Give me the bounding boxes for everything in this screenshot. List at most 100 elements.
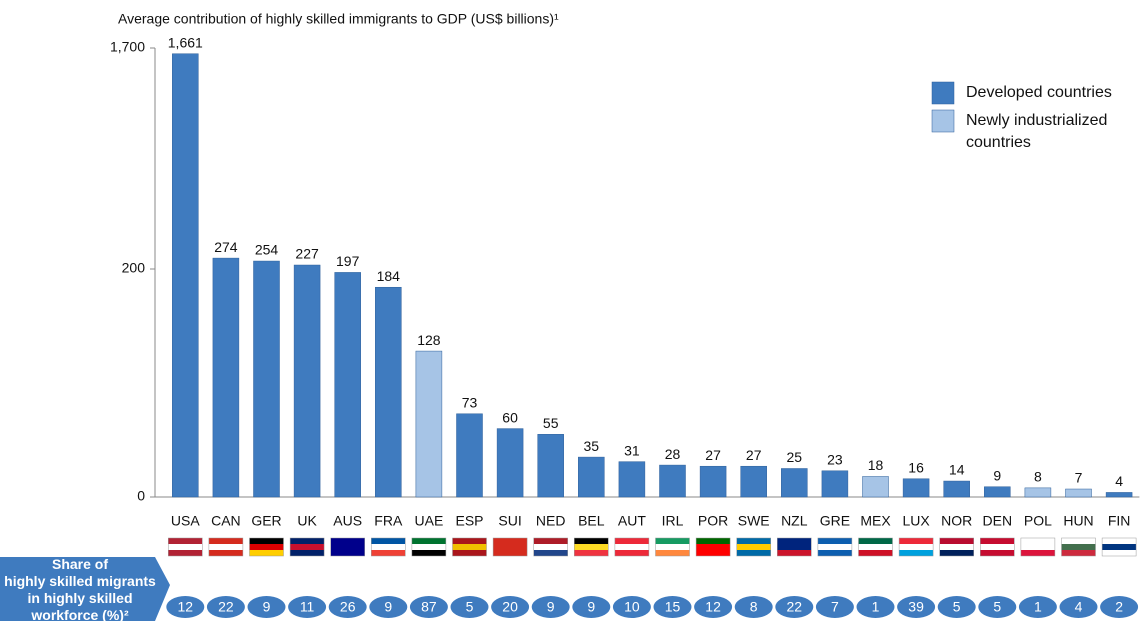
share-value: 22 xyxy=(218,599,234,615)
data-label: 184 xyxy=(377,268,401,284)
bar xyxy=(902,478,930,498)
share-bubble xyxy=(937,596,976,618)
share-bubble xyxy=(734,596,773,618)
share-value: 22 xyxy=(787,599,803,615)
flag xyxy=(696,550,731,556)
flag xyxy=(371,550,406,556)
flag xyxy=(290,538,325,544)
flag xyxy=(899,544,934,550)
flag-border xyxy=(1020,537,1056,557)
flag xyxy=(736,544,771,550)
legend-label: Developed countries xyxy=(966,84,1112,101)
flag xyxy=(493,550,528,556)
x-tick-label: USA xyxy=(171,513,200,529)
data-label: 1,661 xyxy=(168,34,203,50)
flag xyxy=(249,550,284,556)
x-tick-label: DEN xyxy=(983,513,1013,529)
x-tick-label: NED xyxy=(536,513,566,529)
flag xyxy=(614,544,649,550)
share-bubble xyxy=(1059,596,1098,618)
flag-border xyxy=(898,537,934,557)
x-tick-label: MEX xyxy=(860,513,891,529)
flag-border xyxy=(939,537,974,557)
flag-border xyxy=(208,537,244,557)
flag xyxy=(168,538,203,544)
share-value: 15 xyxy=(665,599,681,615)
bar xyxy=(740,465,767,498)
x-tick-label: LUX xyxy=(902,513,930,529)
flag xyxy=(939,538,974,544)
flag xyxy=(777,544,812,550)
x-tick-label: GER xyxy=(251,513,281,529)
bar xyxy=(699,465,727,498)
x-tick-label: SUI xyxy=(498,513,521,529)
share-bubble xyxy=(450,596,489,618)
data-label: 128 xyxy=(417,332,441,348)
share-box xyxy=(0,557,170,621)
data-label: 60 xyxy=(502,409,518,425)
flag xyxy=(696,544,731,550)
flag xyxy=(696,538,731,544)
share-value: 5 xyxy=(953,599,961,615)
x-tick-label: ESP xyxy=(455,513,483,529)
data-label: 28 xyxy=(665,446,681,462)
data-label: 8 xyxy=(1034,469,1042,485)
y-tick-label: 1,700 xyxy=(110,39,145,55)
x-tick-label: POR xyxy=(698,513,728,529)
data-label: 73 xyxy=(462,394,478,410)
bar xyxy=(1065,488,1092,498)
share-bubble xyxy=(897,596,936,618)
share-value: 10 xyxy=(624,599,640,615)
share-value: 8 xyxy=(750,599,758,615)
flag xyxy=(533,538,568,544)
flag xyxy=(330,544,365,550)
share-value: 1 xyxy=(1034,599,1042,615)
x-tick-label: POL xyxy=(1024,513,1052,529)
share-bubble xyxy=(1100,596,1139,618)
flag xyxy=(1061,538,1096,544)
flag-border xyxy=(533,537,568,557)
legend-label: Newly industrialized countries xyxy=(966,112,1107,151)
share-bubble xyxy=(815,596,854,618)
flag xyxy=(452,550,487,556)
x-tick-label: NZL xyxy=(781,513,808,529)
flag xyxy=(777,538,812,544)
bar xyxy=(659,464,686,498)
flag-border xyxy=(695,537,731,557)
x-tick-label: UK xyxy=(297,513,317,529)
bar xyxy=(943,480,970,498)
bar xyxy=(821,470,849,498)
flag-border xyxy=(452,537,487,557)
flag xyxy=(1102,538,1137,544)
flag-border xyxy=(777,537,812,557)
x-tick-label: UAE xyxy=(415,513,444,529)
share-bubble xyxy=(572,596,611,618)
share-label: Share of highly skilled migrants in highly… xyxy=(4,556,156,621)
flag-border xyxy=(289,537,325,557)
flag xyxy=(168,550,203,556)
data-label: 25 xyxy=(787,449,803,465)
data-label: 14 xyxy=(949,462,965,478)
data-label: 197 xyxy=(336,253,360,269)
share-value: 39 xyxy=(908,599,924,615)
legend-swatch xyxy=(931,109,955,133)
x-tick-label: NOR xyxy=(941,513,972,529)
bar xyxy=(415,350,443,498)
flag-border xyxy=(655,537,690,557)
share-bubble xyxy=(694,596,733,618)
share-value: 4 xyxy=(1075,599,1083,615)
share-bubble xyxy=(409,596,448,618)
share-bubble xyxy=(369,596,408,618)
share-bubble xyxy=(1018,596,1057,618)
flag xyxy=(208,538,243,544)
data-label: 7 xyxy=(1075,470,1083,486)
flag-border xyxy=(980,537,1015,557)
flag xyxy=(736,550,771,556)
x-tick-label: SWE xyxy=(738,513,770,529)
x-tick-label: AUT xyxy=(618,513,646,529)
share-bubble xyxy=(166,596,205,618)
flag xyxy=(574,544,609,550)
flag xyxy=(208,544,243,550)
share-value: 20 xyxy=(502,599,518,615)
bar xyxy=(578,456,605,498)
